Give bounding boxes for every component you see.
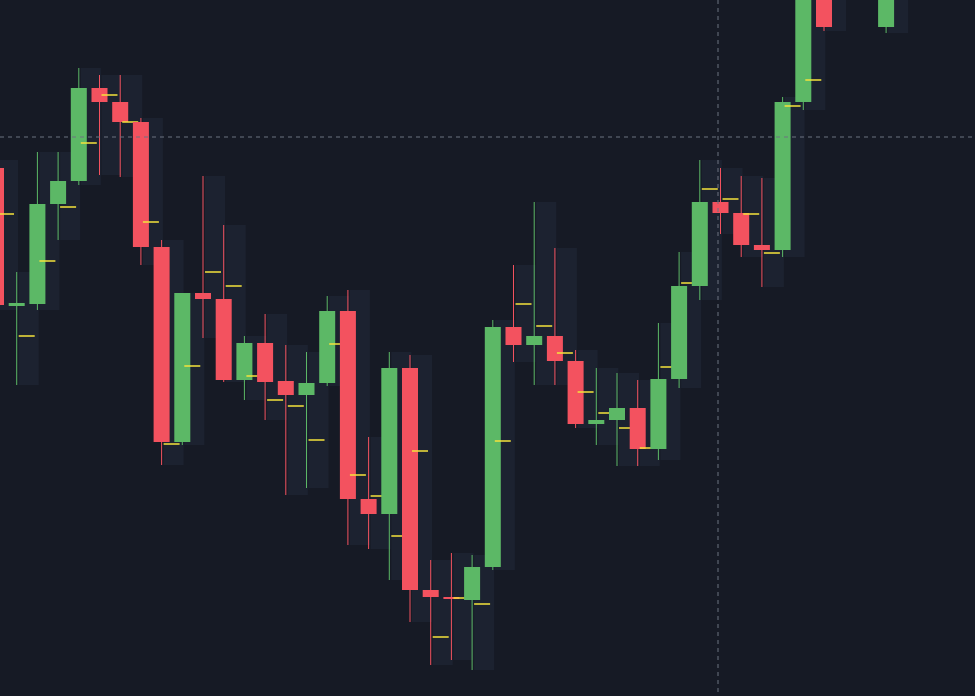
candle-body bbox=[50, 181, 67, 204]
candle-body bbox=[195, 293, 211, 299]
candle-body bbox=[236, 343, 253, 380]
candle-body bbox=[0, 168, 4, 305]
candle-body bbox=[671, 286, 688, 379]
candle-body bbox=[132, 122, 149, 247]
range-box bbox=[0, 160, 18, 310]
candle-body bbox=[733, 213, 750, 245]
candle-body bbox=[174, 293, 191, 442]
candle-body bbox=[567, 361, 584, 424]
candle-body bbox=[795, 0, 812, 102]
candle-body bbox=[774, 102, 791, 250]
candle-body bbox=[546, 336, 563, 361]
candle-body bbox=[588, 420, 605, 424]
candle-body bbox=[29, 204, 46, 304]
candle-body bbox=[629, 408, 646, 449]
candle-body bbox=[609, 408, 625, 420]
candle-body bbox=[339, 311, 356, 499]
range-box bbox=[598, 368, 619, 445]
candle-body bbox=[484, 327, 501, 567]
candle-body bbox=[360, 499, 377, 514]
candle-body bbox=[753, 245, 770, 250]
candle-body bbox=[257, 343, 274, 382]
candle-body bbox=[91, 88, 108, 102]
range-box bbox=[515, 265, 536, 362]
candle-body bbox=[691, 202, 708, 286]
candle-body bbox=[8, 303, 25, 306]
candle-body bbox=[298, 383, 315, 395]
candle-body bbox=[215, 299, 232, 380]
candle-body bbox=[443, 597, 460, 599]
candle-body bbox=[878, 0, 895, 27]
candle-body bbox=[464, 567, 481, 600]
range-box bbox=[287, 345, 308, 495]
candle-body bbox=[650, 379, 667, 449]
candle-body bbox=[277, 381, 294, 395]
candles bbox=[0, 0, 895, 670]
candle-body bbox=[816, 0, 832, 27]
candle-body bbox=[319, 311, 336, 383]
candle-body bbox=[70, 88, 87, 181]
candle-body bbox=[153, 247, 170, 442]
candle-body bbox=[526, 336, 543, 345]
candle-body bbox=[422, 590, 439, 597]
candle-body bbox=[112, 102, 129, 122]
candle-body bbox=[381, 368, 398, 514]
range-box bbox=[432, 560, 453, 665]
candle-body bbox=[505, 327, 522, 345]
candle-body bbox=[402, 368, 418, 590]
candle-body bbox=[712, 202, 729, 213]
